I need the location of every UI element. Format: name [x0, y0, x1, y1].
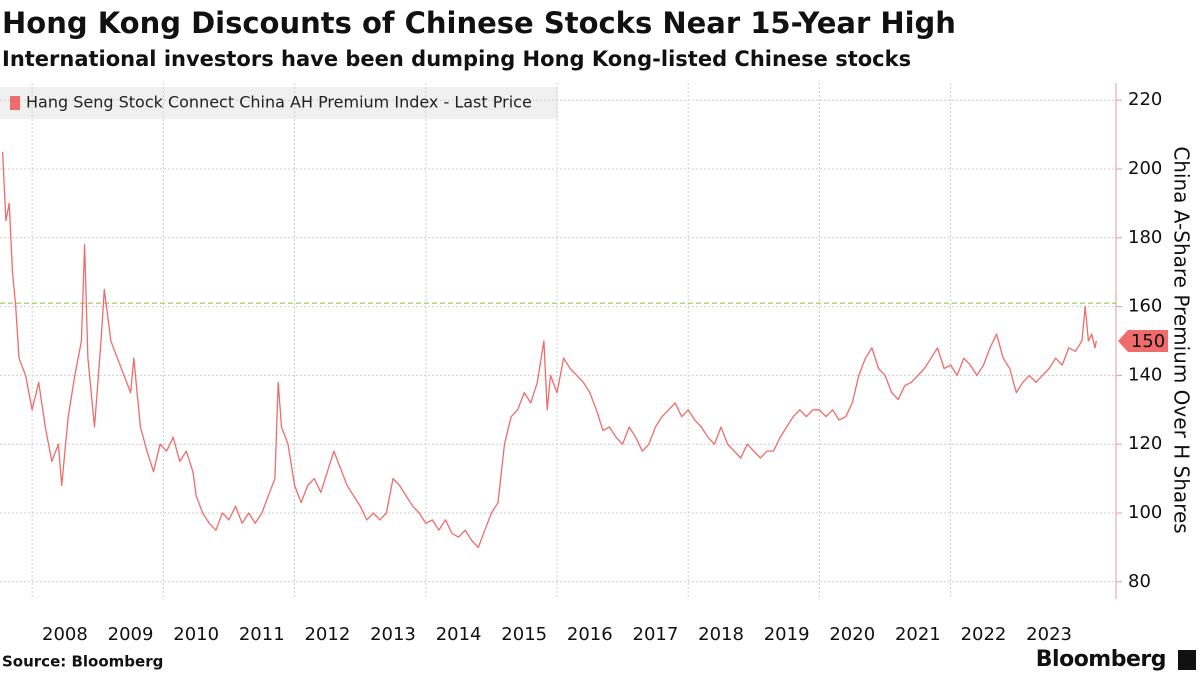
x-tick-label: 2011	[239, 624, 285, 645]
x-tick-label: 2019	[764, 624, 810, 645]
y-tick-label: 200	[1128, 158, 1162, 179]
x-tick-label: 2017	[633, 624, 679, 645]
y-axis-label: China A-Share Premium Over H Shares	[1170, 146, 1194, 533]
y-tick-label: 120	[1128, 433, 1162, 454]
y-tick-label: 180	[1128, 227, 1162, 248]
x-tick-label: 2021	[895, 624, 941, 645]
x-tick-label: 2020	[829, 624, 875, 645]
data-line	[1, 151, 1097, 549]
y-tick-label: 220	[1128, 89, 1162, 110]
x-tick-label: 2015	[501, 624, 547, 645]
legend-label: Hang Seng Stock Connect China AH Premium…	[26, 93, 532, 112]
x-tick-label: 2023	[1026, 624, 1072, 645]
y-tick-label: 80	[1128, 571, 1151, 592]
x-tick-label: 2014	[436, 624, 482, 645]
last-value-tag	[1118, 330, 1168, 352]
x-tick-label: 2009	[108, 624, 154, 645]
x-tick-label: 2008	[42, 624, 88, 645]
x-tick-label: 2022	[961, 624, 1007, 645]
x-tick-label: 2016	[567, 624, 613, 645]
chart-title: Hong Kong Discounts of Chinese Stocks Ne…	[2, 6, 956, 40]
logo: Bloomberg	[1036, 647, 1166, 672]
logo-icon	[1178, 650, 1196, 670]
legend-swatch	[10, 96, 20, 110]
x-tick-label: 2013	[370, 624, 416, 645]
y-tick-label: 160	[1128, 296, 1162, 317]
source: Source: Bloomberg	[2, 653, 163, 671]
x-tick-label: 2010	[173, 624, 219, 645]
chart-subtitle: International investors have been dumpin…	[2, 47, 911, 71]
x-tick-label: 2018	[698, 624, 744, 645]
last-value-label: 150	[1131, 331, 1165, 352]
y-tick-label: 100	[1128, 502, 1162, 523]
x-tick-label: 2012	[304, 624, 350, 645]
legend-box	[0, 87, 558, 119]
y-tick-label: 140	[1128, 364, 1162, 385]
